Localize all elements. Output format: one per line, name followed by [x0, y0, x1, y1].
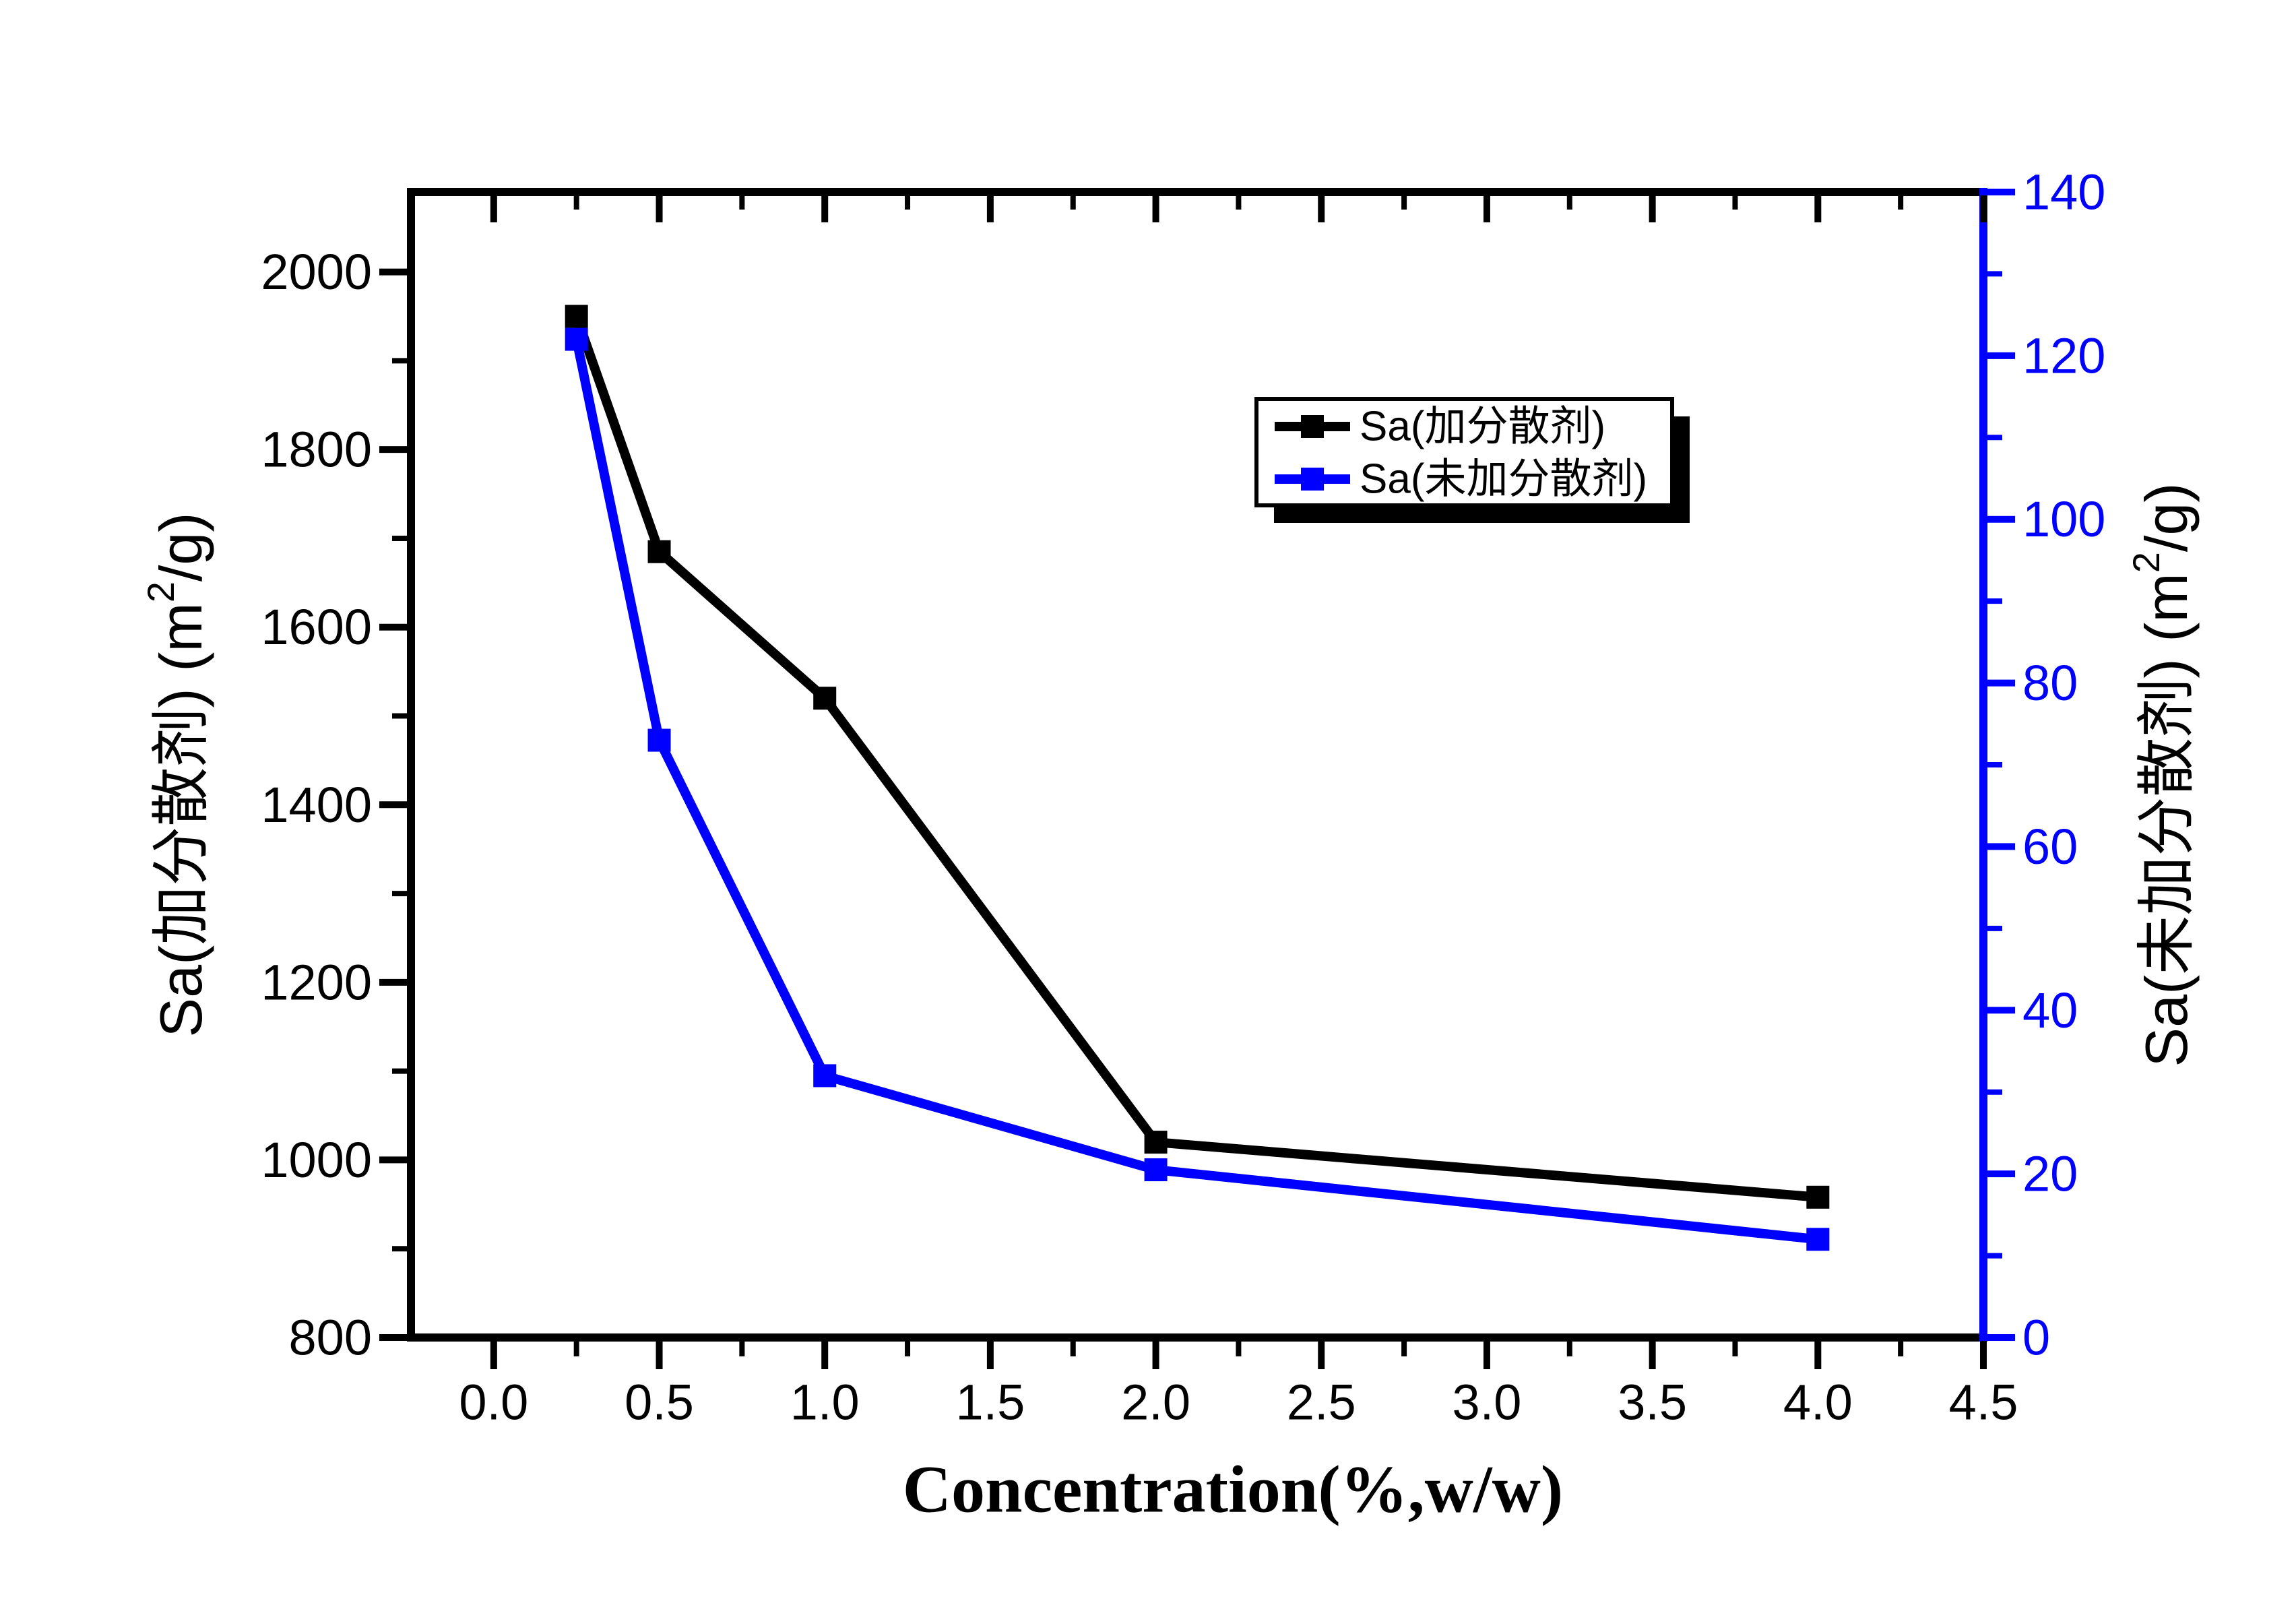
right-tick-label: 40	[2022, 982, 2078, 1038]
legend-item-with-dispersant: Sa(加分散剂)	[1275, 404, 1605, 450]
data-point-marker-blue	[1806, 1228, 1830, 1251]
legend-marker-blue-square	[1301, 468, 1324, 491]
right-tick-label: 20	[2022, 1146, 2078, 1202]
x-tick-label: 1.0	[790, 1375, 860, 1431]
left-tick-label: 1800	[261, 422, 372, 478]
x-tick-label: 2.0	[1121, 1375, 1190, 1431]
data-point-marker-blue	[813, 1064, 837, 1088]
right-tick-label: 80	[2022, 655, 2078, 711]
x-tick-label: 2.5	[1287, 1375, 1356, 1431]
left-tick-label: 800	[289, 1310, 372, 1366]
right-tick-label: 100	[2022, 491, 2105, 547]
data-point-marker-black	[813, 687, 837, 710]
left-tick-label: 1200	[261, 954, 372, 1010]
data-series	[565, 305, 1830, 1251]
legend-frame	[1254, 397, 1674, 507]
data-point-marker-black	[1806, 1185, 1830, 1209]
data-point-marker-blue	[1144, 1158, 1168, 1182]
legend-item-without-dispersant: Sa(未加分散剂)	[1275, 456, 1647, 503]
axis-ticks: 0.0 0.5 1.0 1.5 2.0 2.5 3.0 3.5 4.0 4.58001000120…	[261, 164, 2105, 1431]
legend: Sa(加分散剂) Sa(未加分散剂)	[1254, 397, 1690, 523]
axes-frame	[407, 188, 1987, 1342]
x-tick-label: 3.5	[1618, 1375, 1687, 1431]
left-tick-label: 1000	[261, 1132, 372, 1188]
legend-marker-black-square	[1301, 415, 1324, 438]
x-tick-label: 4.5	[1949, 1375, 2018, 1431]
legend-label-without-dispersant: Sa(未加分散剂)	[1360, 456, 1647, 503]
x-tick-label: 3.0	[1453, 1375, 1522, 1431]
data-point-marker-black	[647, 540, 671, 563]
right-tick-label: 120	[2022, 327, 2105, 383]
left-tick-label: 2000	[261, 244, 372, 300]
x-tick-label: 0.0	[459, 1375, 528, 1431]
x-tick-label: 4.0	[1783, 1375, 1853, 1431]
right-tick-label: 0	[2022, 1310, 2050, 1366]
data-point-marker-black	[565, 305, 588, 328]
left-y-axis-title: Sa(加分散剂) (m2/g)	[139, 512, 214, 1037]
data-point-marker-blue	[565, 327, 588, 351]
right-y-axis-title: Sa(未加分散剂) (m2/g)	[2125, 482, 2200, 1067]
x-tick-label: 1.5	[955, 1375, 1025, 1431]
x-axis-title: Concentration(%,w/w)	[903, 1452, 1563, 1527]
x-tick-label: 0.5	[625, 1375, 694, 1431]
data-point-marker-blue	[647, 728, 671, 752]
left-tick-label: 1600	[261, 599, 372, 655]
left-tick-label: 1400	[261, 777, 372, 833]
data-point-marker-black	[1144, 1131, 1168, 1154]
legend-label-with-dispersant: Sa(加分散剂)	[1360, 404, 1605, 450]
right-tick-label: 60	[2022, 819, 2078, 875]
right-tick-label: 140	[2022, 164, 2105, 220]
